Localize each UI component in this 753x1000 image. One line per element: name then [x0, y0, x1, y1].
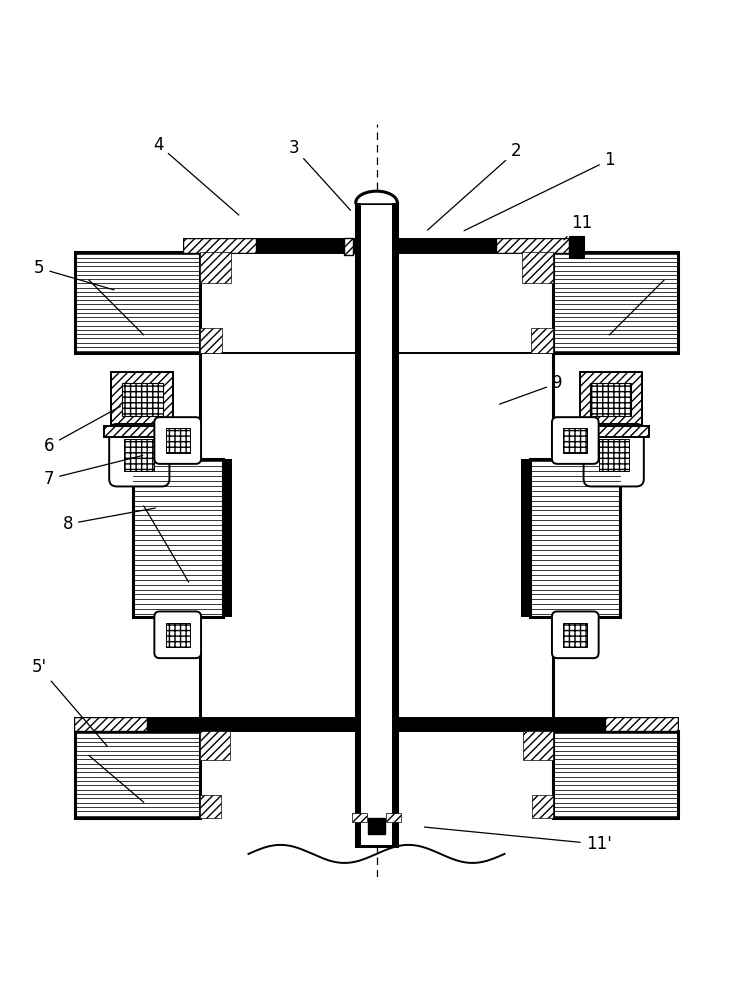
Bar [355, 203, 361, 846]
Text: 11': 11' [425, 827, 611, 853]
Bar [166, 623, 190, 647]
Polygon shape [355, 191, 398, 203]
FancyBboxPatch shape [109, 424, 169, 486]
Bar [532, 328, 553, 353]
Bar [521, 459, 530, 617]
Bar [553, 731, 678, 818]
Bar [166, 428, 190, 453]
Bar [563, 623, 587, 647]
Text: 6: 6 [44, 406, 120, 455]
FancyBboxPatch shape [154, 417, 201, 464]
Bar [553, 252, 678, 353]
Bar [111, 372, 173, 426]
Bar [355, 203, 398, 846]
FancyBboxPatch shape [154, 611, 201, 658]
Bar [532, 795, 553, 818]
Bar [200, 795, 221, 818]
Bar [75, 718, 147, 731]
Bar [590, 383, 631, 416]
Bar [606, 718, 678, 731]
Bar [580, 372, 642, 426]
Bar [75, 252, 200, 353]
Bar [343, 238, 352, 255]
Bar [569, 236, 584, 258]
Bar [368, 818, 385, 834]
Bar [184, 239, 256, 253]
Bar [563, 428, 587, 453]
Bar [392, 203, 398, 846]
Bar [522, 252, 553, 283]
Bar [530, 459, 620, 617]
Bar [200, 328, 221, 353]
Bar [200, 731, 230, 760]
Bar [122, 383, 163, 416]
Text: 9: 9 [499, 374, 562, 404]
Bar [184, 239, 569, 253]
Bar [599, 439, 629, 471]
FancyBboxPatch shape [552, 417, 599, 464]
Text: 5: 5 [34, 259, 114, 290]
Bar [104, 426, 181, 437]
Bar [523, 731, 553, 760]
Text: 7: 7 [44, 455, 142, 488]
Bar [200, 252, 231, 283]
Bar [75, 731, 200, 818]
Text: 8: 8 [62, 508, 155, 533]
Bar [75, 718, 678, 731]
FancyBboxPatch shape [552, 611, 599, 658]
Bar [497, 239, 569, 253]
Text: 2: 2 [428, 142, 521, 230]
Bar [580, 372, 642, 426]
Bar [223, 459, 232, 617]
Text: 4: 4 [153, 136, 239, 215]
Bar [352, 813, 367, 822]
Text: 1: 1 [464, 151, 615, 231]
Bar [124, 439, 154, 471]
Bar [133, 459, 223, 617]
Text: 5': 5' [32, 658, 108, 746]
Bar [386, 813, 401, 822]
Bar [111, 372, 173, 426]
Text: 3: 3 [288, 139, 351, 210]
Bar [572, 426, 649, 437]
Text: 11: 11 [564, 214, 592, 240]
FancyBboxPatch shape [584, 424, 644, 486]
